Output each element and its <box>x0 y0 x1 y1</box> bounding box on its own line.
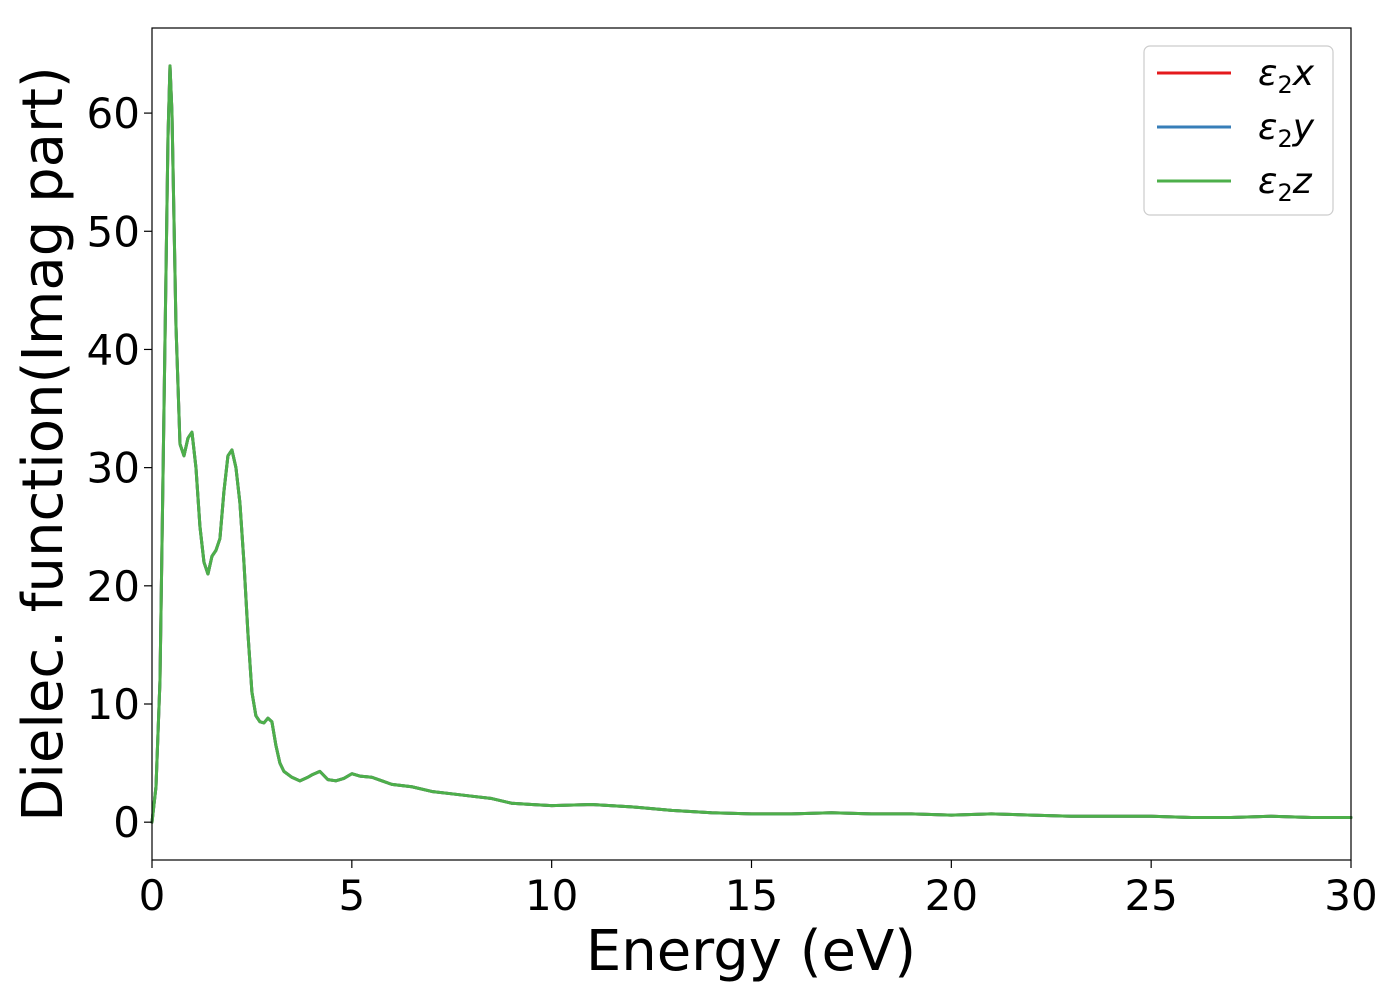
legend-label-suffix: z <box>1292 161 1313 202</box>
legend-label-subscript: 2 <box>1277 71 1292 99</box>
series-line-2 <box>150 64 1353 824</box>
x-tick-label: 20 <box>925 871 978 920</box>
legend-label: ε2z <box>1258 161 1313 207</box>
y-tick-label: 40 <box>87 325 140 374</box>
y-axis-title: Dielec. function(Imag part) <box>11 66 76 822</box>
x-tick-label: 15 <box>725 871 778 920</box>
y-tick-label: 60 <box>87 89 140 138</box>
y-tick-label: 30 <box>87 444 140 493</box>
legend-label-subscript: 2 <box>1277 125 1292 153</box>
x-tick-label: 10 <box>525 871 578 920</box>
legend-label-subscript: 2 <box>1277 179 1292 207</box>
y-axis: 0 10 20 30 40 50 60 <box>87 89 152 847</box>
x-tick-label: 5 <box>338 871 365 920</box>
legend-label-suffix: y <box>1292 107 1315 148</box>
x-axis-title: Energy (eV) <box>586 919 916 984</box>
legend-label-base: ε <box>1258 107 1277 148</box>
y-tick-label: 10 <box>87 680 140 729</box>
y-tick-label: 20 <box>87 562 140 611</box>
legend-label: ε2x <box>1258 53 1315 99</box>
y-tick-label: 0 <box>113 798 140 847</box>
legend-label-base: ε <box>1258 161 1277 202</box>
legend-label: ε2y <box>1258 107 1315 153</box>
legend-frame <box>1143 45 1334 216</box>
series-layer <box>150 64 1353 824</box>
x-tick-label: 30 <box>1324 871 1377 920</box>
x-tick-label: 25 <box>1124 871 1177 920</box>
legend-label-base: ε <box>1258 53 1277 94</box>
legend-label-suffix: x <box>1292 53 1315 94</box>
y-tick-label: 50 <box>87 207 140 256</box>
x-axis: 0 5 10 15 20 25 30 <box>139 860 1378 920</box>
x-tick-label: 0 <box>139 871 166 920</box>
